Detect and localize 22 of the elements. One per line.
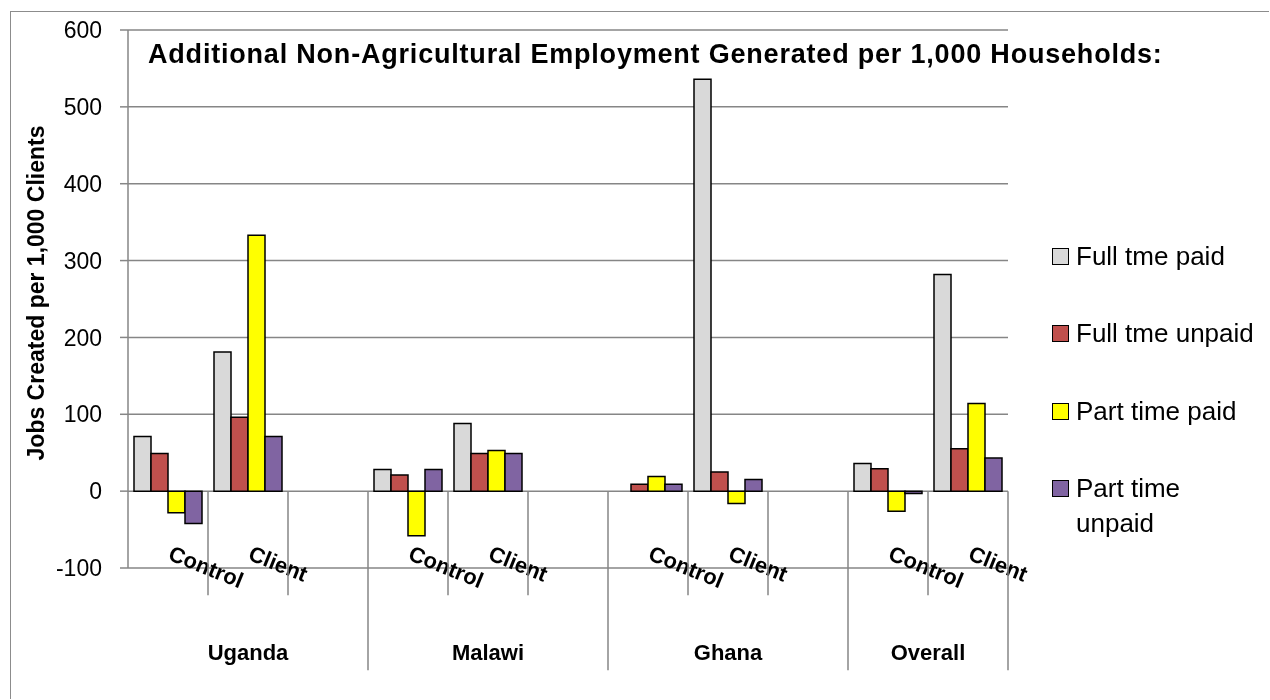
y-axis-title: Jobs Created per 1,000 Clients bbox=[23, 125, 49, 461]
legend-label: Full tme unpaid bbox=[1076, 317, 1254, 350]
y-tick-label: 500 bbox=[63, 94, 102, 121]
x-tick-label: Client bbox=[245, 540, 312, 587]
legend-label: Part time paid bbox=[1076, 394, 1237, 428]
x-tick-label: Client bbox=[965, 540, 1032, 587]
text: Uganda bbox=[207, 640, 290, 666]
chart-title: Additional Non-Agricultural Employment Generated per 1,000 Households: bbox=[148, 39, 1163, 69]
text: Overall bbox=[890, 640, 966, 666]
y-tick-label: 100 bbox=[63, 401, 102, 428]
text: Ghana bbox=[693, 640, 763, 666]
y-tick-label: 400 bbox=[63, 170, 102, 197]
y-tick-label: 200 bbox=[63, 324, 102, 351]
x-tick-label: Client bbox=[725, 540, 792, 587]
legend-label: Full tme paid bbox=[1076, 239, 1225, 273]
y-tick-label: 0 bbox=[89, 478, 102, 505]
legend-label: Part time unpaid bbox=[1076, 472, 1182, 540]
y-tick-label: 300 bbox=[63, 247, 102, 274]
text: Malawi bbox=[451, 640, 525, 666]
y-tick-label: 600 bbox=[63, 17, 102, 44]
y-tick-label: -100 bbox=[55, 555, 102, 582]
x-tick-label: Client bbox=[485, 540, 552, 587]
